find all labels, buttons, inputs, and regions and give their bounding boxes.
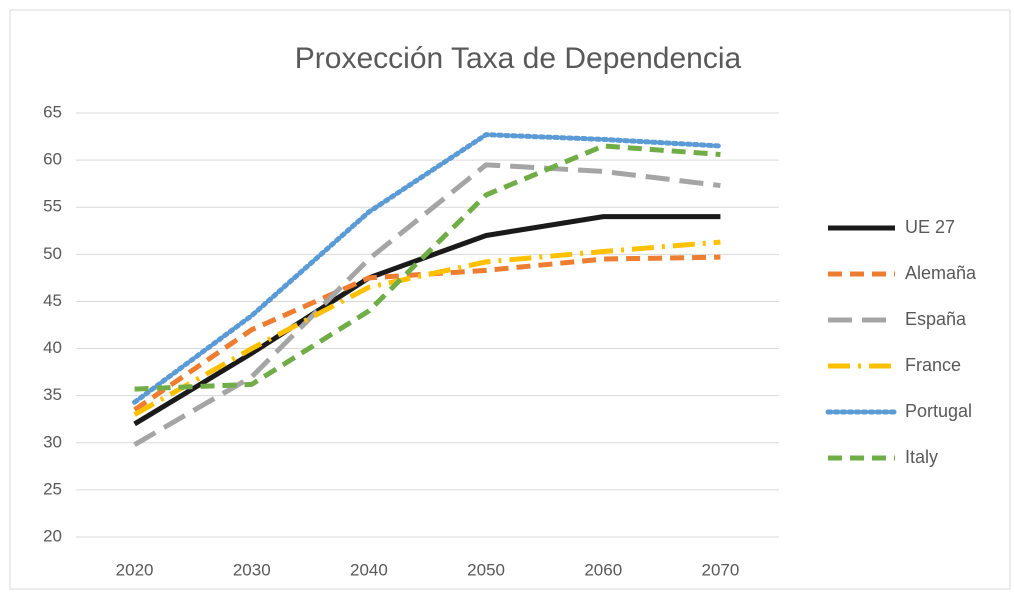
- series-line: [133, 254, 721, 412]
- y-tick-label: 30: [43, 432, 62, 451]
- y-tick-label: 20: [43, 526, 62, 545]
- x-tick-label: 2050: [467, 560, 505, 579]
- series-line: [133, 239, 721, 417]
- legend-label: España: [905, 309, 967, 329]
- series-line: [132, 132, 723, 405]
- chart-border: [9, 9, 1011, 590]
- x-tick-label: 2030: [233, 560, 271, 579]
- y-tick-label: 60: [43, 150, 62, 169]
- series-line: [134, 143, 721, 392]
- y-tick-label: 45: [43, 291, 62, 310]
- x-tick-label: 2060: [584, 560, 622, 579]
- legend-label: France: [905, 355, 961, 375]
- legend-label: Portugal: [905, 401, 972, 421]
- legend-label: Italy: [905, 447, 938, 467]
- series-line: [133, 214, 721, 427]
- y-tick-label: 65: [43, 102, 62, 121]
- y-tick-label: 35: [43, 385, 62, 404]
- x-tick-label: 2040: [350, 560, 388, 579]
- series-line: [133, 162, 721, 447]
- chart-title: Proxección Taxa de Dependencia: [295, 42, 742, 75]
- y-tick-label: 55: [43, 197, 62, 216]
- legend-label: UE 27: [905, 217, 955, 237]
- y-tick-label: 50: [43, 244, 62, 263]
- x-tick-label: 2020: [116, 560, 154, 579]
- y-tick-label: 25: [43, 479, 62, 498]
- legend-label: Alemaña: [905, 263, 977, 283]
- y-tick-label: 40: [43, 338, 62, 357]
- x-tick-label: 2070: [702, 560, 740, 579]
